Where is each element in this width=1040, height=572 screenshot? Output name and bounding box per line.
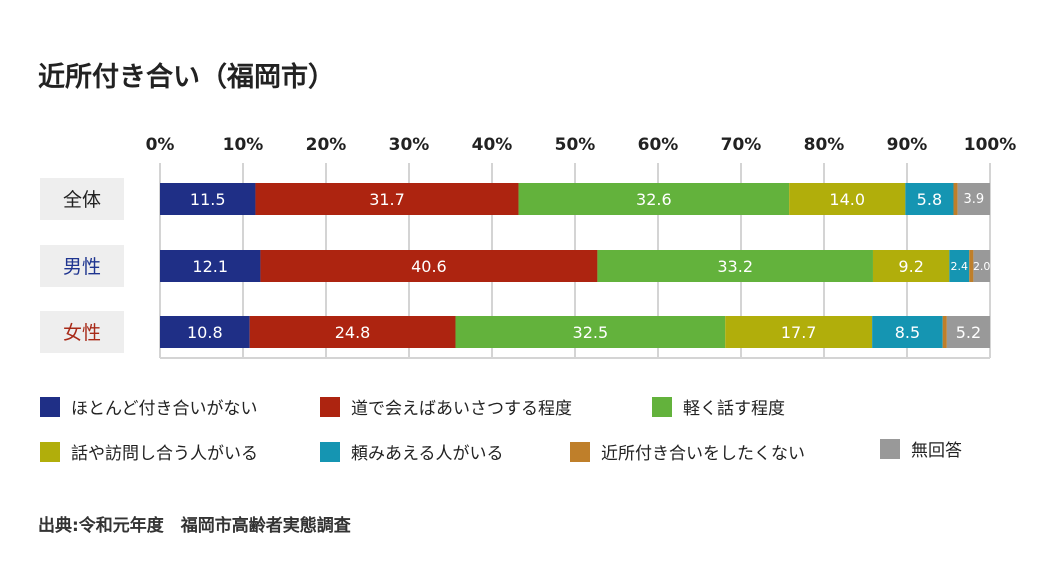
data-label: 5.8	[917, 190, 942, 209]
bar-segment	[969, 250, 974, 282]
bar-segment	[973, 250, 990, 282]
legend-swatch	[40, 397, 60, 417]
legend-label: ほとんど付き合いがない	[71, 399, 258, 419]
legend-label: 軽く話す程度	[683, 399, 785, 419]
bar-segment	[160, 316, 250, 348]
bar-segment	[260, 250, 598, 282]
legend-label: 無回答	[911, 441, 962, 461]
data-label: 5.2	[956, 323, 981, 342]
x-tick-label: 20%	[306, 135, 347, 155]
legend-swatch	[320, 442, 340, 462]
legend-label: 道で会えばあいさつする程度	[351, 399, 572, 419]
data-label: 3.9	[963, 192, 984, 207]
category-label-bg	[40, 178, 124, 220]
bar-segment	[953, 183, 958, 215]
data-label: 40.6	[411, 257, 447, 276]
bar-segment	[725, 316, 873, 348]
data-label: 24.8	[335, 323, 371, 342]
data-label: 10.8	[187, 323, 223, 342]
x-tick-label: 10%	[223, 135, 264, 155]
category-label: 女性	[63, 322, 101, 344]
data-label: 8.5	[895, 323, 920, 342]
data-label: 2.0	[973, 260, 991, 273]
data-label: 9.2	[898, 257, 923, 276]
x-tick-label: 80%	[804, 135, 845, 155]
data-label: 2.4	[951, 260, 969, 273]
data-label: 32.6	[636, 190, 672, 209]
bar-segment	[160, 250, 261, 282]
x-tick-label: 60%	[638, 135, 679, 155]
data-label: 33.2	[717, 257, 753, 276]
bar-segment	[905, 183, 954, 215]
chart-title: 近所付き合い（福岡市）	[38, 61, 335, 93]
source-note: 出典:令和元年度 福岡市高齢者実態調査	[38, 515, 352, 536]
legend-swatch	[570, 442, 590, 462]
x-tick-label: 30%	[389, 135, 430, 155]
bar-segment	[255, 183, 519, 215]
x-tick-label: 90%	[887, 135, 928, 155]
data-label: 17.7	[781, 323, 817, 342]
legend-swatch	[652, 397, 672, 417]
bar-segment	[949, 250, 970, 282]
bar-segment	[946, 316, 990, 348]
x-tick-label: 70%	[721, 135, 762, 155]
x-tick-label: 40%	[472, 135, 513, 155]
legend-swatch	[40, 442, 60, 462]
data-label: 31.7	[369, 190, 405, 209]
data-label: 32.5	[573, 323, 609, 342]
bar-segment	[872, 316, 943, 348]
data-label: 11.5	[190, 190, 226, 209]
category-label-bg	[40, 245, 124, 287]
bar-segment	[789, 183, 906, 215]
legend-label: 頼みあえる人がいる	[351, 444, 504, 464]
category-label-bg	[40, 311, 124, 353]
bar-segment	[957, 183, 990, 215]
x-tick-label: 100%	[964, 135, 1017, 155]
bar-segment	[872, 250, 950, 282]
bar-segment	[942, 316, 947, 348]
legend-swatch	[880, 439, 900, 459]
x-tick-label: 0%	[146, 135, 175, 155]
bar-segment	[455, 316, 726, 348]
data-label: 14.0	[829, 190, 865, 209]
legend-label: 近所付き合いをしたくない	[601, 444, 805, 464]
category-label: 全体	[63, 189, 101, 211]
bar-segment	[249, 316, 456, 348]
legend-swatch	[320, 397, 340, 417]
bar-segment	[518, 183, 790, 215]
bar-segment	[597, 250, 873, 282]
bar-segment	[160, 183, 256, 215]
category-label: 男性	[63, 256, 101, 278]
x-tick-label: 50%	[555, 135, 596, 155]
legend-label: 話や訪問し合う人がいる	[71, 444, 258, 464]
data-label: 12.1	[192, 257, 228, 276]
